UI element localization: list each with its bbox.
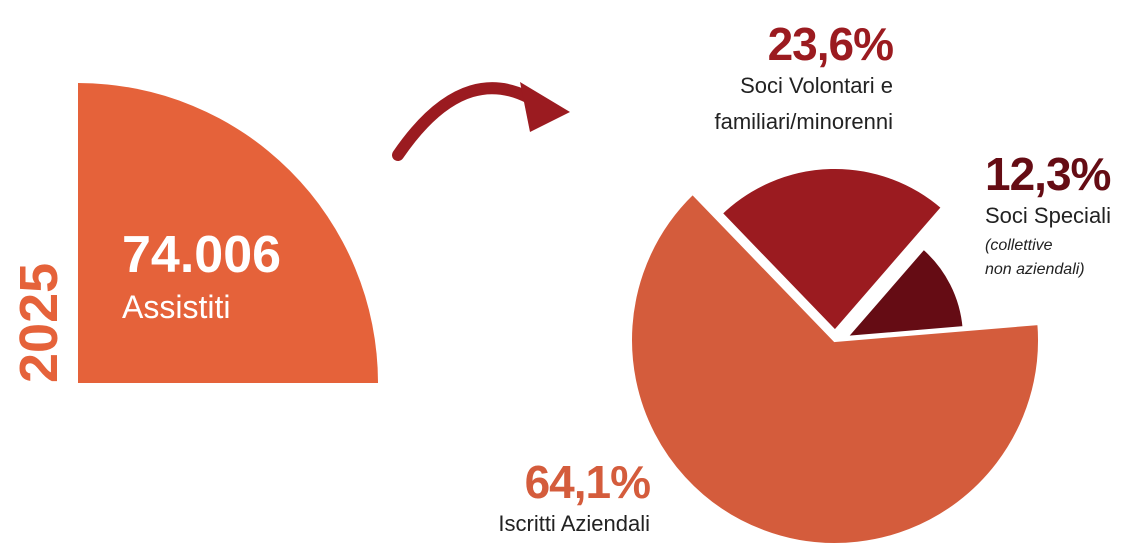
category-label: Soci Volontari e familiari/minorenni [714, 73, 893, 134]
value-label: 64,1% [524, 456, 651, 508]
value-label: 12,3% [985, 148, 1111, 200]
category-label: Iscritti Aziendali [498, 511, 650, 536]
total-shape [78, 83, 378, 383]
label-2: 64,1% Iscritti Aziendali [498, 456, 651, 542]
total: 74.006 [122, 226, 281, 284]
year: 2025 [9, 263, 69, 383]
label-0: 23,6% Soci Volontari e familiari/minoren… [653, 18, 894, 140]
annotation: non aziendali) [985, 261, 1085, 278]
pie-slice [840, 244, 967, 341]
pie-slice [717, 165, 946, 335]
category-label: Soci Speciali [985, 203, 1111, 228]
annotation: (collettive [985, 237, 1053, 254]
total-label: Assistiti [122, 289, 230, 325]
arrow-head [520, 82, 570, 132]
pie-slice [627, 189, 1042, 545]
label-1: 12,3% Soci Speciali (collettive non azie… [985, 150, 1111, 282]
pie [627, 165, 1042, 545]
value-label: 23,6% [767, 18, 894, 70]
